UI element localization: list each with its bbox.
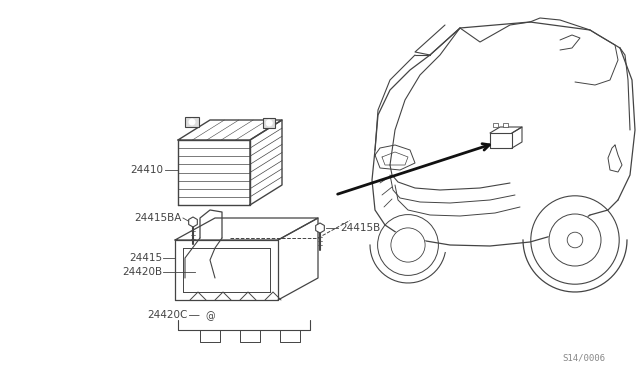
Circle shape bbox=[317, 225, 323, 231]
Circle shape bbox=[567, 232, 583, 248]
Bar bbox=[503, 123, 508, 127]
Circle shape bbox=[549, 214, 601, 266]
Circle shape bbox=[531, 196, 620, 284]
Text: 24420C: 24420C bbox=[148, 310, 188, 320]
Text: 24415: 24415 bbox=[129, 253, 162, 263]
Text: 24415B: 24415B bbox=[340, 223, 380, 233]
Bar bbox=[263, 118, 275, 128]
Circle shape bbox=[191, 219, 195, 224]
Circle shape bbox=[266, 120, 272, 126]
Circle shape bbox=[205, 310, 215, 320]
Text: 24410: 24410 bbox=[130, 165, 163, 175]
Bar bbox=[493, 123, 498, 127]
Text: 24415BA: 24415BA bbox=[134, 213, 182, 223]
Circle shape bbox=[189, 119, 195, 125]
Bar bbox=[185, 117, 199, 127]
Circle shape bbox=[378, 215, 438, 275]
Text: 24420B: 24420B bbox=[122, 267, 162, 277]
Text: @: @ bbox=[205, 311, 215, 321]
Circle shape bbox=[391, 228, 425, 262]
Text: S14/0006: S14/0006 bbox=[562, 353, 605, 362]
Circle shape bbox=[200, 305, 220, 325]
